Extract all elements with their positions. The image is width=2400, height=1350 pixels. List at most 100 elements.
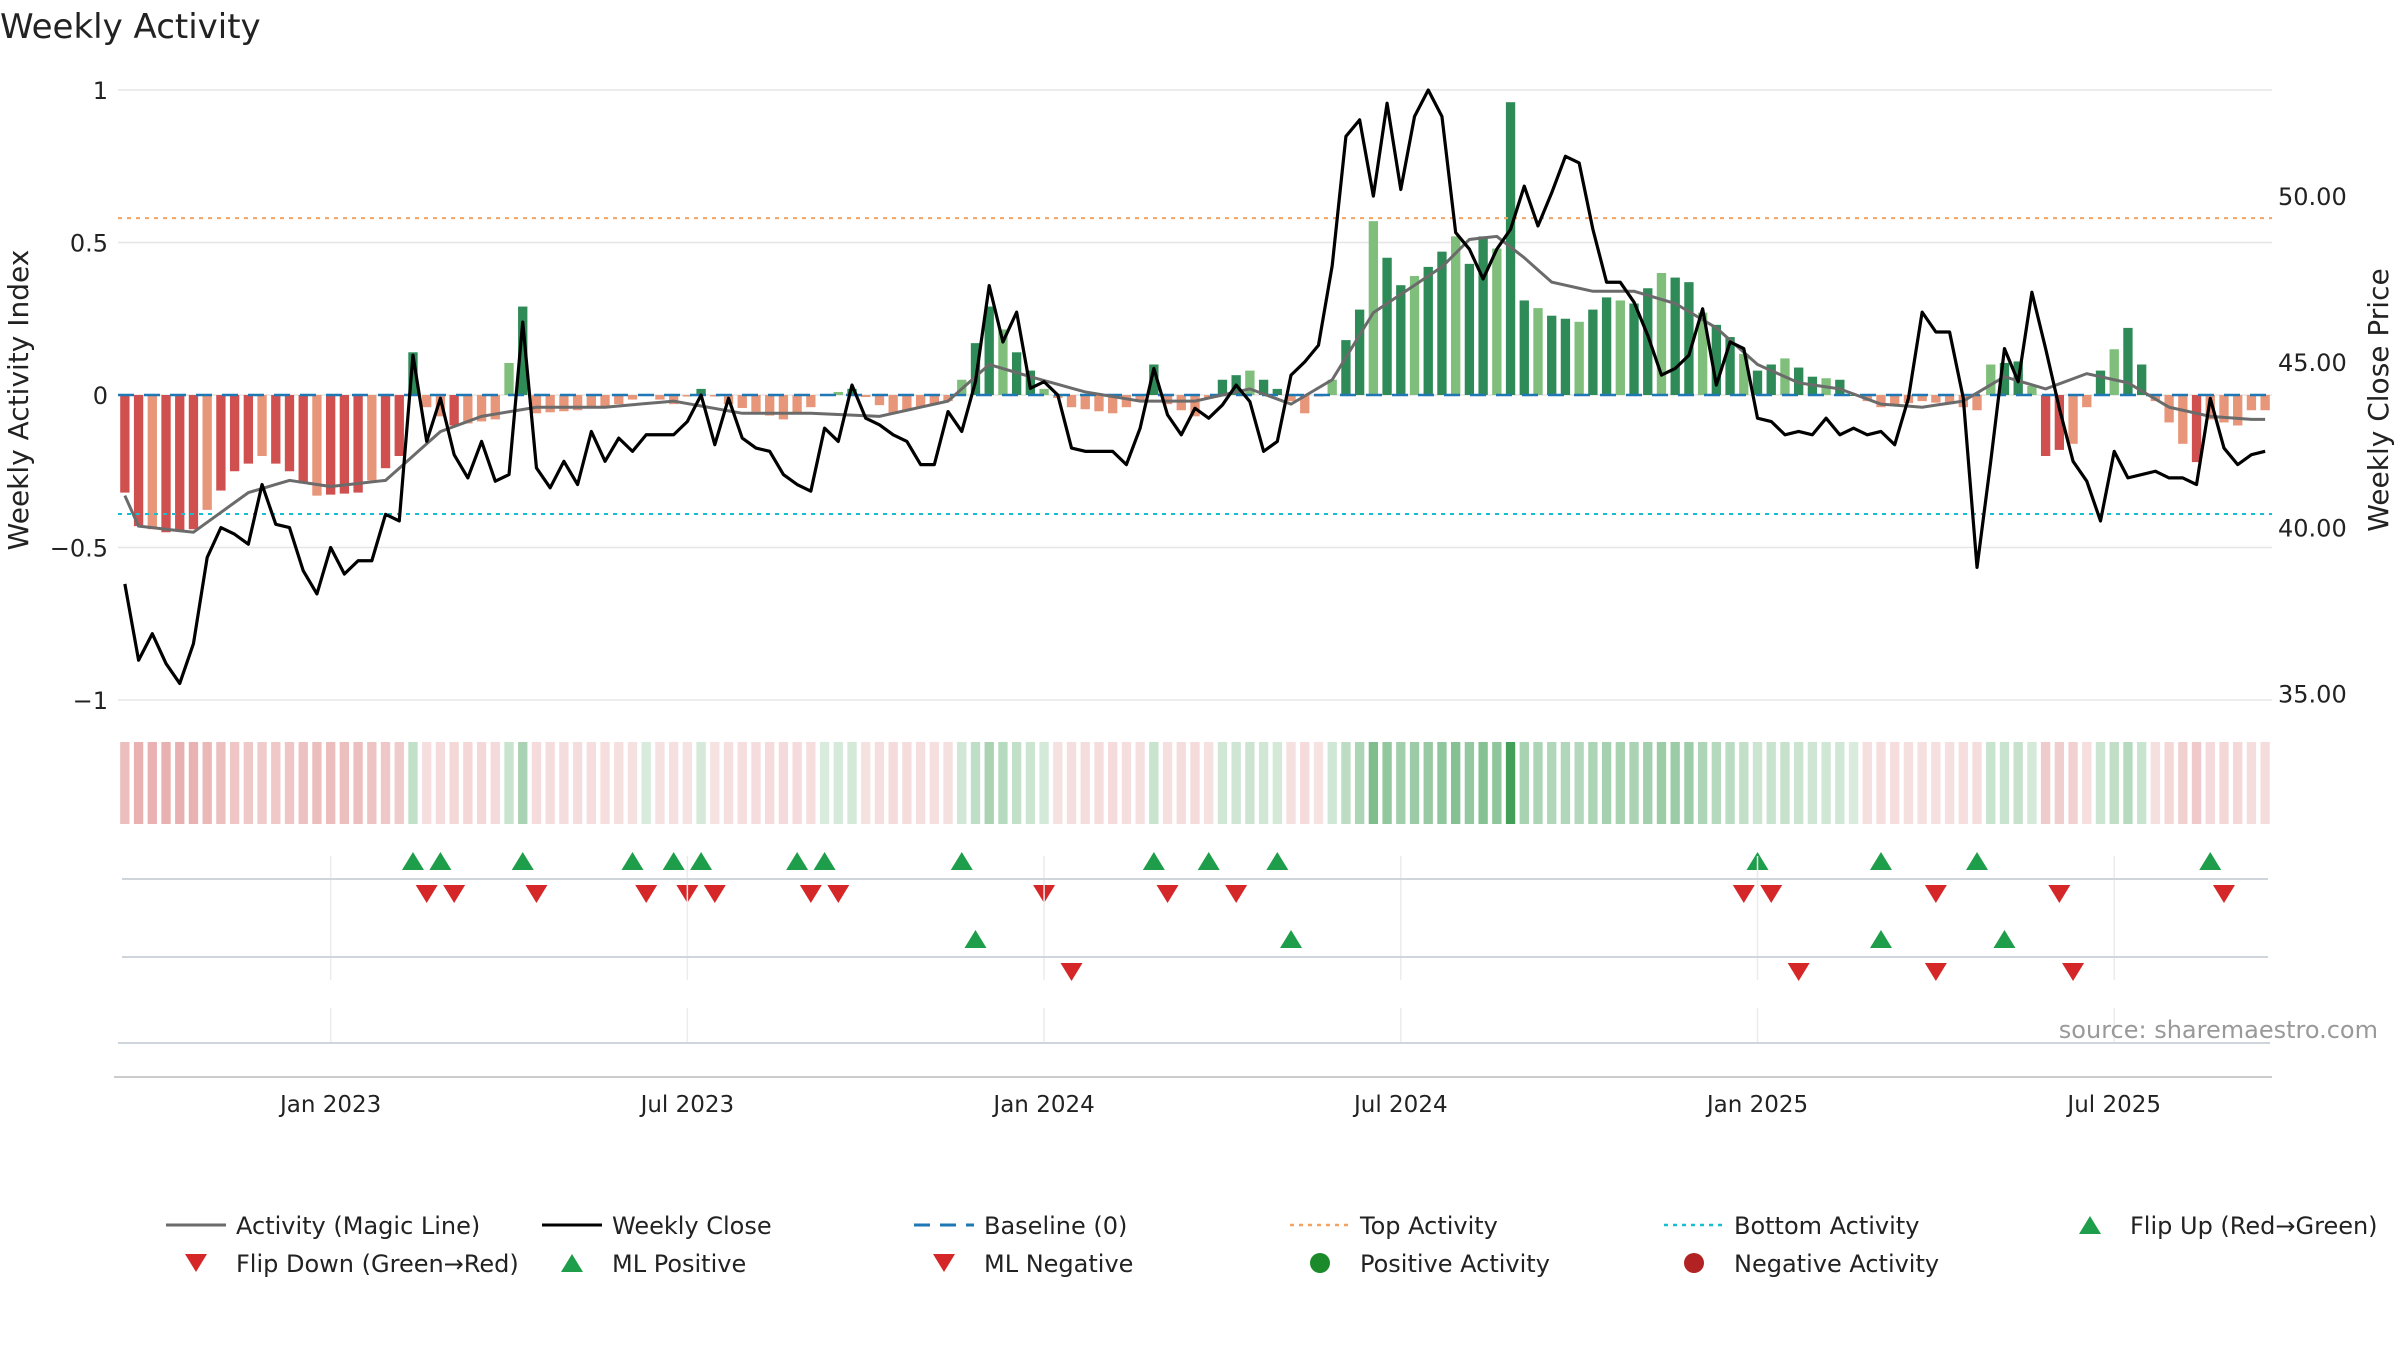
heat-cell xyxy=(298,742,308,824)
heat-cell xyxy=(1560,742,1571,824)
flip-down-marker xyxy=(525,885,548,903)
heat-cell xyxy=(559,742,569,824)
legend-item: Baseline (0) xyxy=(914,1212,1127,1240)
flip-up-marker xyxy=(950,852,973,870)
activity-bar xyxy=(1108,395,1118,414)
heat-cell xyxy=(682,742,693,824)
activity-bar xyxy=(353,395,363,493)
heat-cell xyxy=(957,742,967,824)
heat-cell xyxy=(2109,742,2119,824)
heat-cell xyxy=(1917,742,1927,824)
activity-bar xyxy=(1684,282,1694,395)
activity-bar xyxy=(2027,385,2037,395)
activity-bar xyxy=(1217,379,1228,395)
activity-bar xyxy=(504,362,514,395)
flip-down-marker xyxy=(799,885,822,903)
heat-cell xyxy=(1300,742,1310,824)
heat-cell xyxy=(1258,742,1269,824)
activity-bar xyxy=(1396,285,1406,395)
activity-bar xyxy=(2233,395,2243,426)
heat-cell xyxy=(1409,742,1420,824)
x-tick-label: Jul 2025 xyxy=(2065,1092,2161,1118)
heat-cell xyxy=(1053,742,1063,824)
heat-cell xyxy=(710,742,720,824)
activity-bar xyxy=(1670,277,1680,395)
activity-bar xyxy=(2219,395,2229,423)
heat-cell xyxy=(1999,742,2010,824)
heat-cell xyxy=(1794,742,1804,824)
heat-cell xyxy=(1656,742,1667,824)
heat-cell xyxy=(929,742,939,824)
activity-bar xyxy=(1944,395,1955,405)
activity-bar xyxy=(1176,395,1186,411)
activity-bar xyxy=(572,395,583,411)
activity-bar xyxy=(271,395,281,464)
heat-cell xyxy=(1066,742,1077,824)
legend-item: Activity (Magic Line) xyxy=(166,1212,480,1240)
activity-bar xyxy=(1697,312,1708,395)
activity-bar xyxy=(1615,300,1625,395)
heat-cell xyxy=(504,742,514,824)
heat-cell xyxy=(1437,742,1447,824)
legend-label: Negative Activity xyxy=(1734,1250,1939,1278)
heat-cell xyxy=(1368,742,1379,824)
activity-bar xyxy=(147,395,157,530)
activity-bar xyxy=(161,395,171,533)
activity-bar xyxy=(394,395,404,456)
activity-bar xyxy=(367,395,377,481)
activity-bar xyxy=(1066,395,1077,408)
heat-cell xyxy=(861,742,871,824)
x-tick-label: Jan 2024 xyxy=(991,1092,1094,1118)
heat-cell xyxy=(476,742,487,824)
legend-swatch-circle xyxy=(1684,1253,1704,1273)
heat-cell xyxy=(2123,742,2133,824)
flip-down-marker xyxy=(1156,885,1179,903)
activity-bar xyxy=(1917,395,1927,402)
flip-up-marker xyxy=(1266,852,1289,870)
activity-bar xyxy=(1272,388,1282,395)
activity-bar xyxy=(133,395,144,527)
heat-cell xyxy=(1519,742,1529,824)
activity-bar xyxy=(751,395,761,412)
activity-bar xyxy=(284,395,295,472)
heat-cell xyxy=(1601,742,1612,824)
flip-up-marker xyxy=(511,852,534,870)
activity-bar xyxy=(1752,370,1763,395)
heat-cell xyxy=(1752,742,1763,824)
activity-bar xyxy=(1300,395,1310,414)
ml-negative-marker xyxy=(1924,963,1947,981)
heat-cell xyxy=(1190,742,1200,824)
activity-bar xyxy=(339,395,350,494)
heat-cell xyxy=(1231,742,1241,824)
activity-bar xyxy=(1725,337,1735,395)
heat-cell xyxy=(984,742,994,824)
heat-cell xyxy=(2040,742,2051,824)
heat-cell xyxy=(1382,742,1392,824)
activity-bar xyxy=(600,395,610,407)
activity-bar xyxy=(2260,395,2270,411)
flip-up-marker xyxy=(401,852,424,870)
x-axis: Jan 2023 Jul 2023 Jan 2024 Jul 2024 Jan 2025… xyxy=(114,856,2272,1118)
heat-cell xyxy=(586,742,596,824)
heat-cell xyxy=(943,742,953,824)
heat-cell xyxy=(614,742,624,824)
flip-down-marker xyxy=(635,885,658,903)
heat-cell xyxy=(874,742,885,824)
heat-cell xyxy=(1396,742,1406,824)
flip-up-marker xyxy=(690,852,713,870)
heat-cell xyxy=(1492,742,1502,824)
ml-positive-marker xyxy=(1280,930,1303,948)
heat-cell xyxy=(723,742,734,824)
heat-cell xyxy=(2013,742,2023,824)
activity-bar xyxy=(1451,236,1461,395)
activity-bar xyxy=(915,395,926,408)
flip-markers xyxy=(401,852,2235,981)
heat-cell xyxy=(353,742,363,824)
heat-cell xyxy=(120,742,130,824)
legend-label: ML Negative xyxy=(984,1250,1133,1278)
activity-bar xyxy=(874,395,885,406)
activity-bar xyxy=(833,391,843,395)
legend-label: Weekly Close xyxy=(612,1212,772,1240)
heat-cell xyxy=(1533,742,1543,824)
heat-cell xyxy=(1094,742,1104,824)
